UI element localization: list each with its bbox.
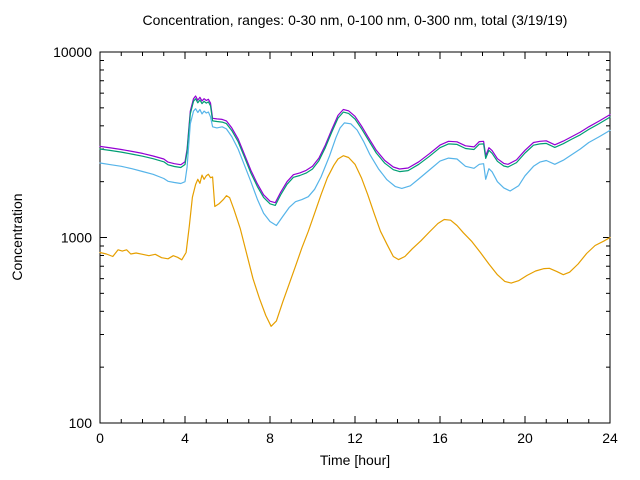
y-tick-label: 10000 bbox=[53, 44, 92, 60]
x-tick-label: 8 bbox=[266, 430, 274, 446]
chart-title: Concentration, ranges: 0-30 nm, 0-100 nm… bbox=[142, 12, 568, 28]
series-total-line bbox=[99, 95, 611, 204]
plot-border bbox=[99, 51, 611, 424]
x-tick-label: 0 bbox=[96, 430, 104, 446]
x-tick-label: 16 bbox=[432, 430, 448, 446]
x-tick-label: 4 bbox=[181, 430, 189, 446]
series-0-300nm-line bbox=[99, 98, 611, 206]
y-tick-label: 100 bbox=[69, 415, 93, 431]
x-tick-label: 20 bbox=[517, 430, 533, 446]
series-0-100nm-line bbox=[99, 108, 611, 227]
series-0-30nm-line bbox=[99, 155, 611, 327]
y-tick-label: 1000 bbox=[61, 230, 92, 246]
x-tick-label: 24 bbox=[602, 430, 618, 446]
x-axis-label: Time [hour] bbox=[319, 452, 391, 468]
x-tick-label: 12 bbox=[347, 430, 363, 446]
